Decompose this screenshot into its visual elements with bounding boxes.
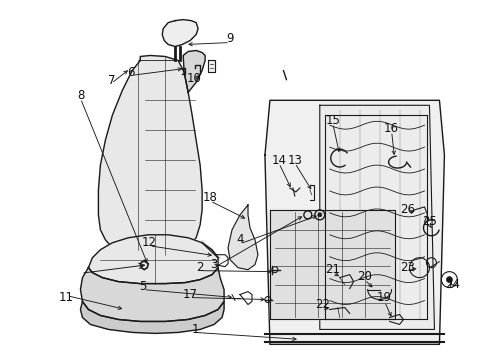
- Polygon shape: [81, 302, 224, 333]
- Polygon shape: [319, 105, 433, 329]
- Circle shape: [317, 213, 321, 217]
- Text: 22: 22: [315, 298, 329, 311]
- Text: 21: 21: [325, 263, 340, 276]
- Polygon shape: [264, 100, 444, 345]
- Text: 8: 8: [77, 89, 84, 102]
- Text: 23: 23: [399, 261, 414, 274]
- Text: 10: 10: [186, 72, 201, 85]
- Text: 26: 26: [399, 203, 414, 216]
- Text: 7: 7: [107, 74, 115, 87]
- Text: 20: 20: [357, 270, 371, 283]
- Text: 15: 15: [325, 114, 340, 127]
- Text: 9: 9: [226, 32, 233, 45]
- Polygon shape: [269, 210, 394, 319]
- Text: 17: 17: [183, 288, 197, 301]
- Polygon shape: [98, 55, 202, 257]
- Text: 4: 4: [236, 233, 243, 246]
- Text: 6: 6: [127, 66, 135, 79]
- Polygon shape: [227, 205, 258, 270]
- Text: 12: 12: [142, 236, 157, 249]
- Text: 11: 11: [59, 291, 74, 304]
- Text: 3: 3: [210, 258, 217, 271]
- Text: 1: 1: [191, 323, 199, 336]
- Polygon shape: [81, 268, 224, 321]
- Polygon shape: [183, 50, 204, 92]
- Text: 25: 25: [421, 215, 436, 228]
- Text: 2: 2: [196, 261, 203, 274]
- Text: 14: 14: [271, 154, 286, 167]
- Polygon shape: [88, 235, 218, 284]
- Polygon shape: [162, 20, 198, 46]
- Text: 24: 24: [444, 278, 459, 291]
- Text: 19: 19: [376, 291, 391, 304]
- Circle shape: [446, 276, 451, 283]
- Text: 16: 16: [383, 122, 398, 135]
- Text: 18: 18: [202, 192, 217, 204]
- Polygon shape: [208, 60, 215, 72]
- Text: 13: 13: [287, 154, 302, 167]
- Text: 5: 5: [139, 280, 147, 293]
